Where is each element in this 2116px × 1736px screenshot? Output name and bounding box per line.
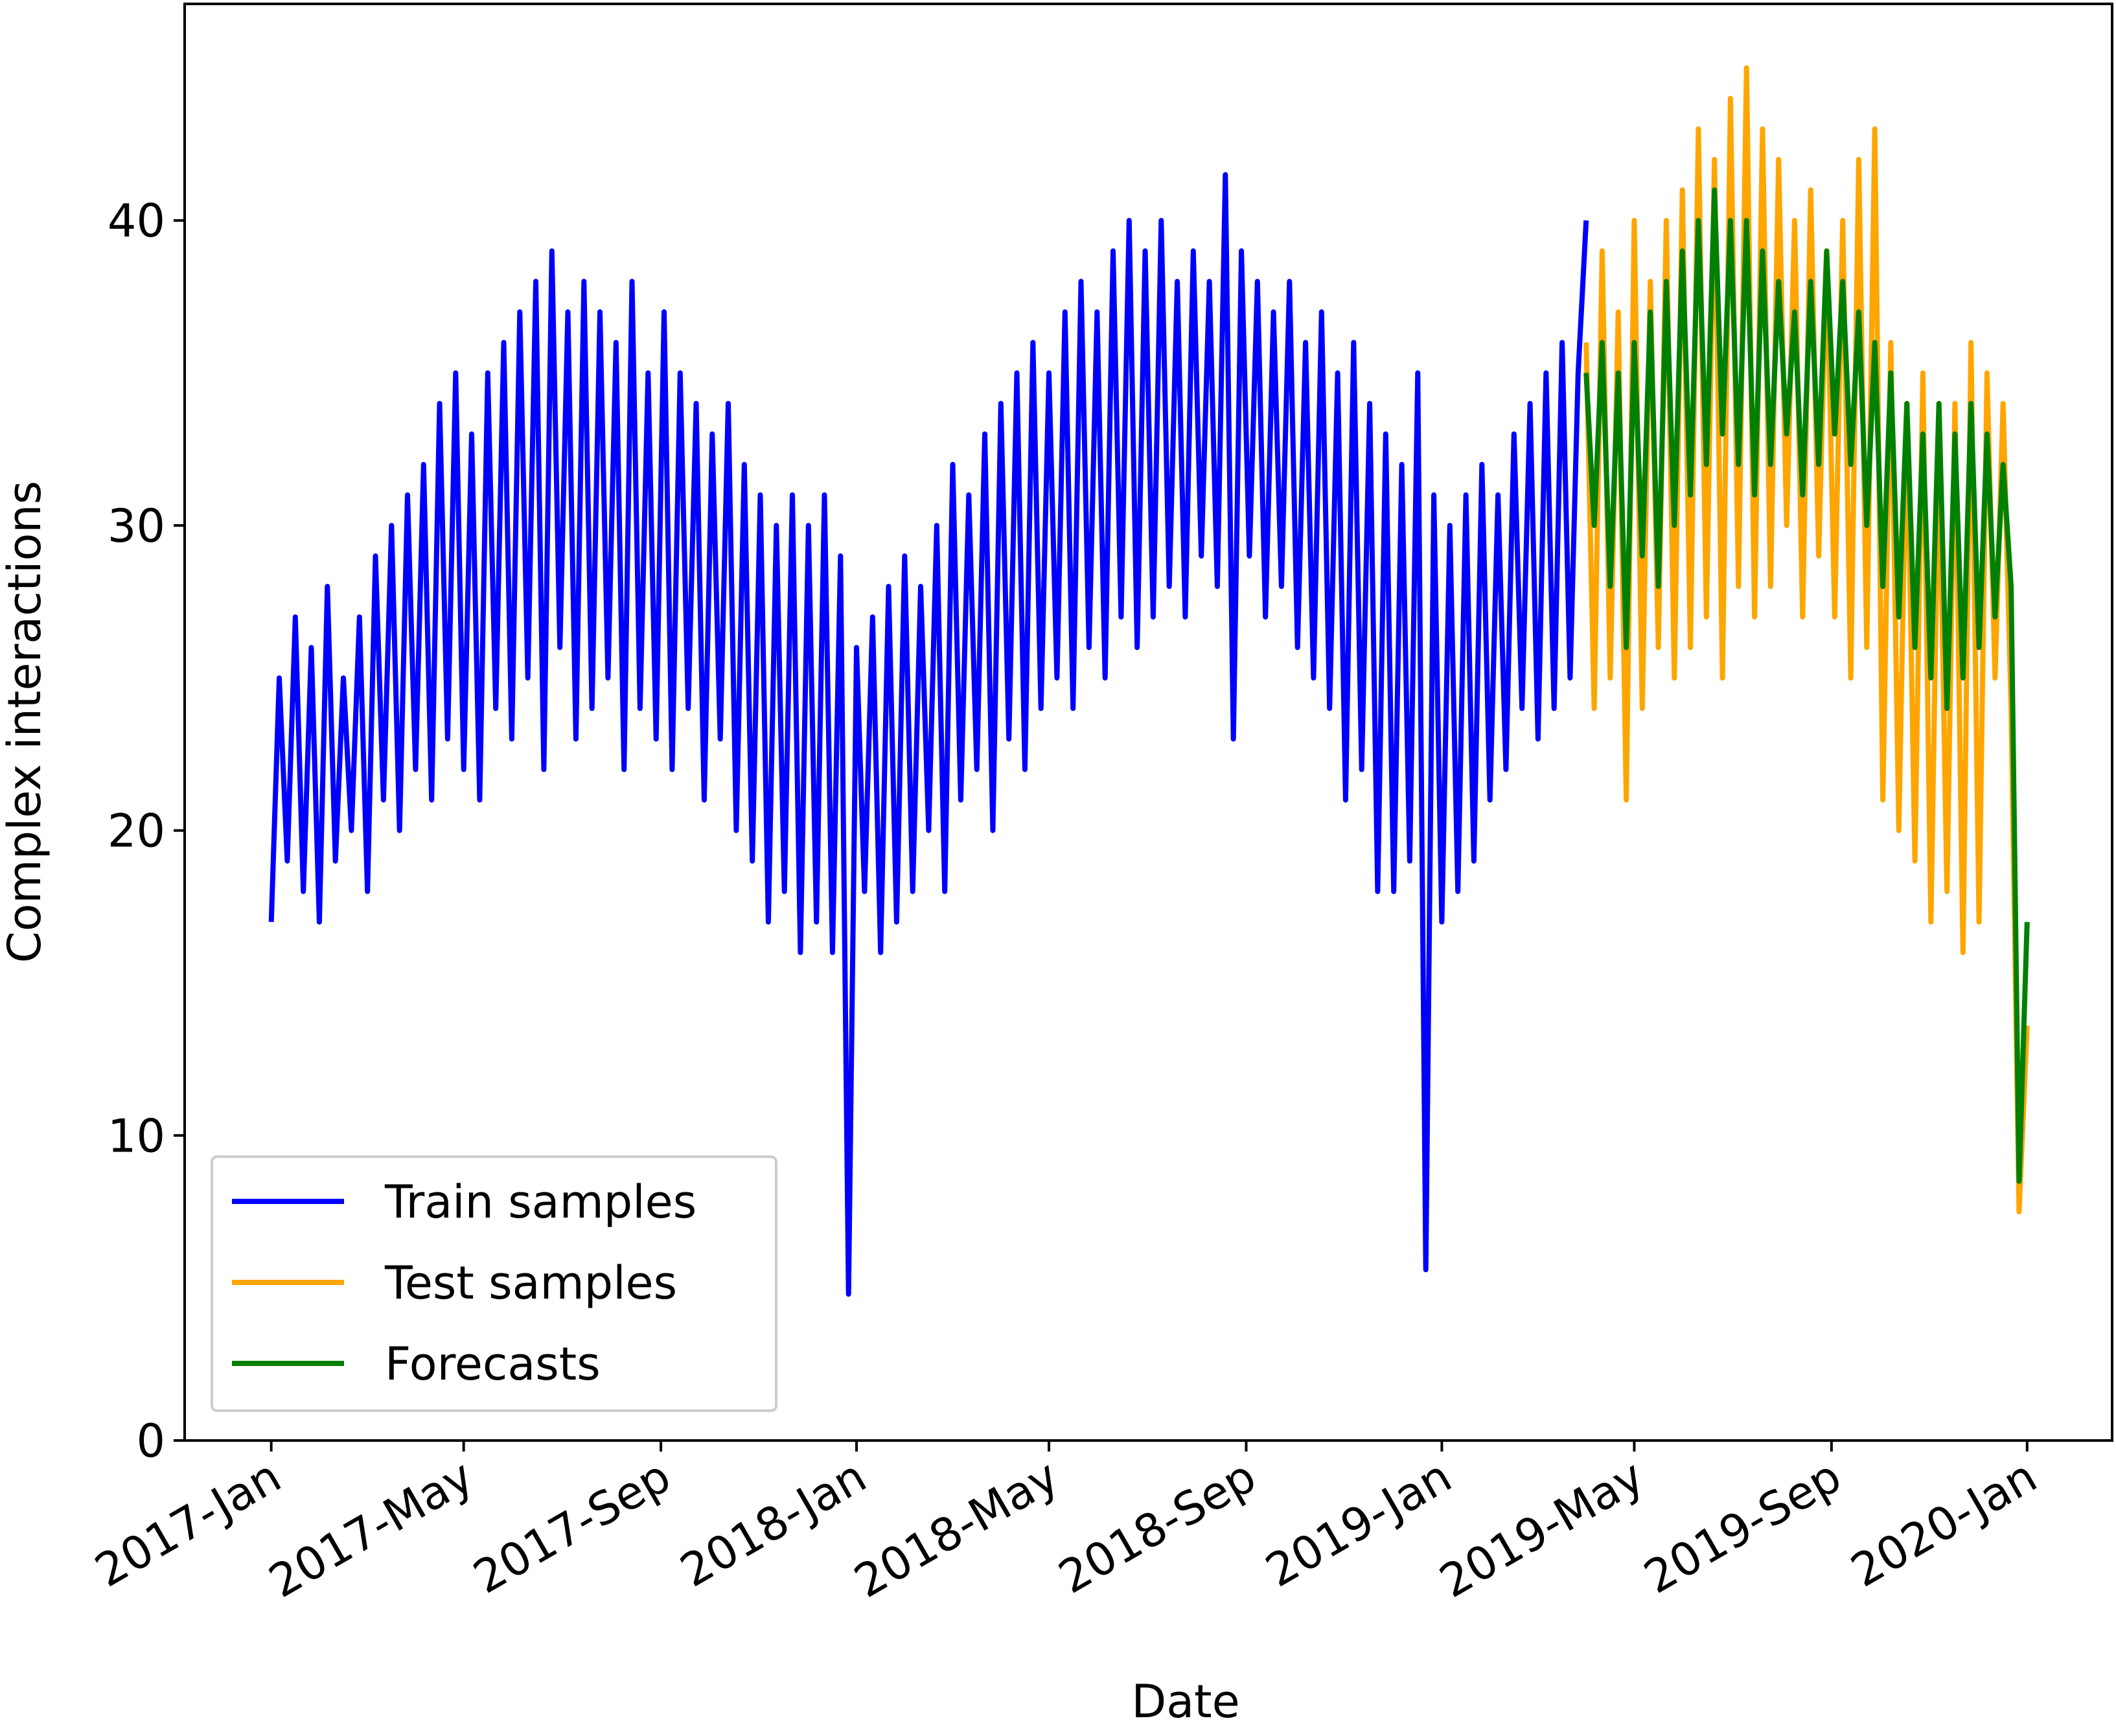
legend-label: Forecasts <box>385 1337 601 1391</box>
x-tick-label: 2017-Jan <box>86 1450 290 1598</box>
y-tick-label: 40 <box>108 194 165 248</box>
x-tick-label: 2018-Jan <box>672 1450 875 1598</box>
series-line <box>1583 187 2030 1184</box>
x-tick-label: 2018-Sep <box>1050 1450 1265 1604</box>
y-tick-label: 10 <box>108 1109 165 1163</box>
plot-frame <box>183 3 2113 1442</box>
series-line <box>268 172 1589 1297</box>
x-tick-label: 2020-Jan <box>1842 1450 2045 1598</box>
legend-label: Test samples <box>384 1256 677 1310</box>
y-tick-label: 0 <box>136 1415 165 1468</box>
x-tick-label: 2019-May <box>1431 1450 1652 1608</box>
y-tick-label: 30 <box>108 500 165 553</box>
x-tick-label: 2019-Jan <box>1257 1450 1460 1598</box>
x-tick-label: 2018-May <box>845 1450 1067 1608</box>
x-tick-label: 2019-Sep <box>1635 1450 1850 1604</box>
legend-box <box>211 1155 777 1412</box>
x-tick-label: 2017-May <box>260 1450 482 1608</box>
legend-label: Train samples <box>384 1175 696 1229</box>
x-tick-label: 2017-Sep <box>465 1450 679 1604</box>
y-axis-label: Complex interactions <box>0 481 51 963</box>
y-tick-label: 20 <box>108 805 165 858</box>
x-axis-label: Date <box>1131 1675 1239 1728</box>
